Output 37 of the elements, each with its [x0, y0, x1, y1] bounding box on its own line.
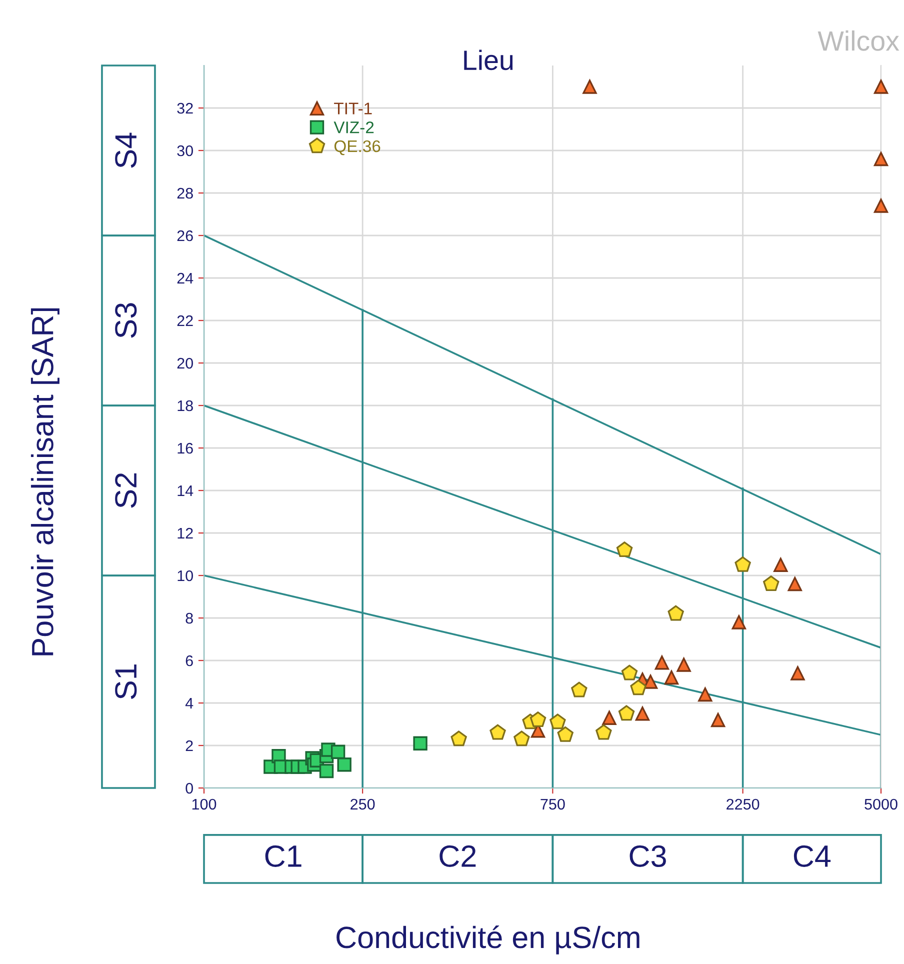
text: S4	[115, 132, 137, 168]
text: C1	[265, 845, 302, 868]
y-tick-label: 24	[177, 272, 194, 284]
y-tick-label: 18	[178, 400, 193, 412]
y-tick-label: 8	[186, 612, 193, 624]
y-tick-label: 6	[186, 655, 193, 666]
y-tick-label: 28	[177, 188, 193, 199]
y-tick-label: 10	[178, 570, 193, 582]
text: C4	[794, 845, 831, 868]
text: S2	[115, 473, 137, 508]
y-tick-label: 4	[185, 698, 194, 709]
y-axis-title: Pouvoir alcalinisant [SAR]	[30, 308, 60, 656]
x-tick-label: 5000	[864, 798, 898, 810]
x-tick-label: 100	[192, 798, 216, 810]
y-tick-label: 22	[177, 315, 193, 326]
y-tick-label: 16	[178, 442, 193, 454]
x-tick-label: 2250	[726, 798, 760, 810]
x-axis-title: Conductivité en µS/cm	[336, 925, 640, 954]
y-tick-label: 2	[186, 740, 193, 752]
x-tick-label: 250	[350, 798, 375, 810]
legend-label: QE.36	[334, 140, 380, 156]
text: Wilcox	[818, 30, 900, 51]
y-tick-label: 0	[186, 782, 193, 794]
text: S3	[115, 303, 137, 338]
text: C3	[630, 845, 666, 868]
x-tick-label: 750	[540, 798, 565, 810]
y-tick-label: 12	[178, 528, 193, 539]
y-tick-label: 30	[177, 145, 193, 156]
chart-title: Lieu	[464, 50, 513, 70]
y-tick-label: 26	[177, 230, 193, 242]
y-tick-label: 20	[177, 358, 193, 369]
text: C2	[440, 845, 476, 868]
legend-label: TIT-1	[334, 102, 372, 114]
y-tick-label: 32	[177, 102, 193, 114]
legend-label: VIZ-2	[334, 121, 374, 134]
y-tick-label: 14	[178, 486, 194, 496]
text: S1	[115, 664, 137, 700]
